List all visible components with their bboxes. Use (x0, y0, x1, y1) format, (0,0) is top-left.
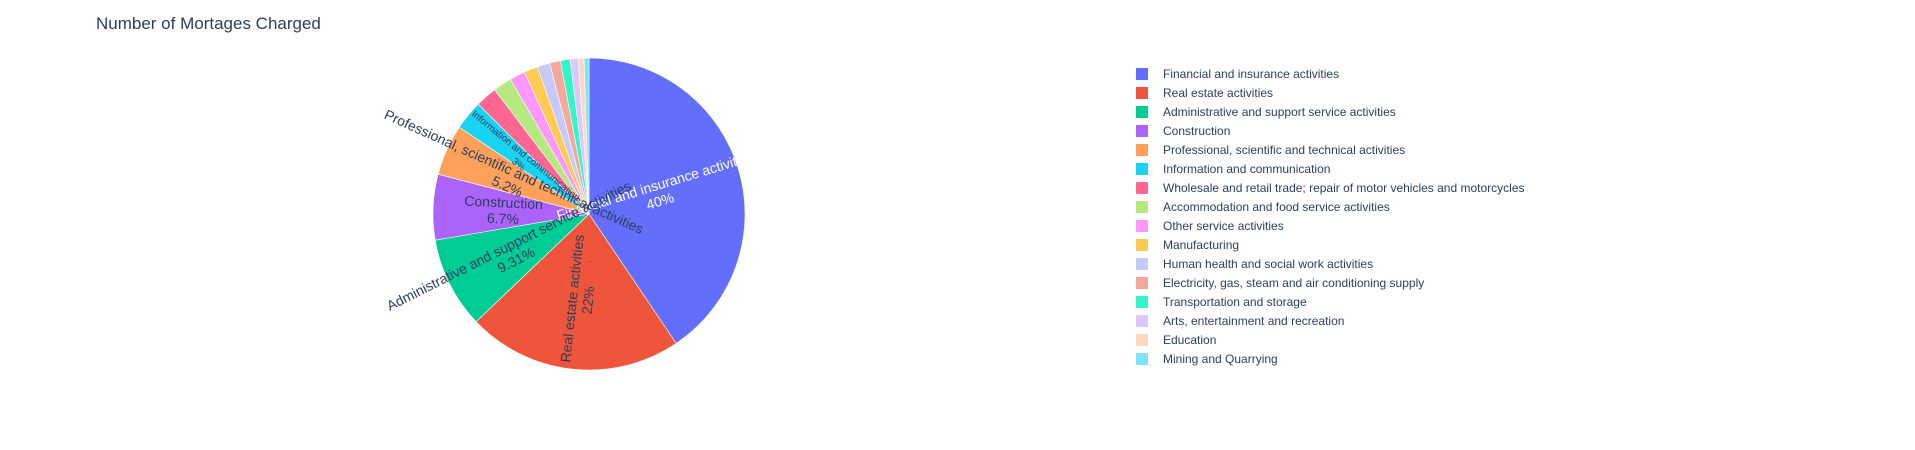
legend-label: Manufacturing (1163, 238, 1239, 252)
pie-slice-administrative-and-support-service-activities (434, 213, 590, 323)
legend-item-professional-scientific-and-technical-activities[interactable]: Professional, scientific and technical a… (1136, 143, 1405, 157)
legend-swatch (1136, 334, 1148, 346)
pie-slices (432, 57, 746, 371)
legend: Financial and insurance activities Real e… (1136, 67, 1525, 366)
legend-label: Electricity, gas, steam and air conditio… (1163, 276, 1424, 290)
legend-swatch (1136, 68, 1148, 80)
legend-label: Administrative and support service activ… (1163, 105, 1396, 119)
legend-label: Accommodation and food service activitie… (1163, 200, 1390, 214)
legend-swatch (1136, 144, 1148, 156)
legend-swatch (1136, 220, 1148, 232)
legend-label: Mining and Quarrying (1163, 352, 1278, 366)
legend-swatch (1136, 182, 1148, 194)
legend-swatch (1136, 106, 1148, 118)
legend-item-arts-entertainment-and-recreation[interactable]: Arts, entertainment and recreation (1136, 314, 1344, 328)
legend-swatch (1136, 87, 1148, 99)
legend-swatch (1136, 315, 1148, 327)
legend-item-construction[interactable]: Construction (1136, 124, 1230, 138)
legend-label: Other service activities (1163, 219, 1284, 233)
legend-label: Transportation and storage (1163, 295, 1307, 309)
legend-swatch (1136, 258, 1148, 270)
pie-slice-real-estate-activities (475, 213, 677, 371)
legend-item-manufacturing[interactable]: Manufacturing (1136, 238, 1239, 252)
legend-item-administrative-and-support-service-activities[interactable]: Administrative and support service activ… (1136, 105, 1396, 119)
legend-label: Wholesale and retail trade; repair of mo… (1163, 181, 1525, 195)
legend-item-information-and-communication[interactable]: Information and communication (1136, 162, 1330, 176)
legend-item-electricity-gas-steam-and-air-conditioning-supply[interactable]: Electricity, gas, steam and air conditio… (1136, 276, 1424, 290)
legend-swatch (1136, 201, 1148, 213)
chart-title: Number of Mortages Charged (96, 14, 321, 33)
legend-swatch (1136, 353, 1148, 365)
legend-label: Human health and social work activities (1163, 257, 1373, 271)
slice-label-construction: Construction6.7% (463, 193, 543, 229)
legend-item-other-service-activities[interactable]: Other service activities (1136, 219, 1284, 233)
legend-item-mining-and-quarrying[interactable]: Mining and Quarrying (1136, 352, 1278, 366)
legend-label: Real estate activities (1163, 86, 1273, 100)
legend-item-accommodation-and-food-service-activities[interactable]: Accommodation and food service activitie… (1136, 200, 1390, 214)
legend-swatch (1136, 125, 1148, 137)
legend-item-education[interactable]: Education (1136, 333, 1216, 347)
legend-label: Arts, entertainment and recreation (1163, 314, 1344, 328)
legend-item-wholesale-and-retail-trade-repair-of-motor-vehicles-and-motorcycles[interactable]: Wholesale and retail trade; repair of mo… (1136, 181, 1525, 195)
legend-item-human-health-and-social-work-activities[interactable]: Human health and social work activities (1136, 257, 1373, 271)
legend-swatch (1136, 277, 1148, 289)
pie-slice-financial-and-insurance-activities (588, 57, 746, 344)
legend-label: Professional, scientific and technical a… (1163, 143, 1405, 157)
legend-item-transportation-and-storage[interactable]: Transportation and storage (1136, 295, 1307, 309)
legend-swatch (1136, 296, 1148, 308)
pie-slice-mining-and-quarrying (583, 57, 590, 215)
legend-label: Financial and insurance activities (1163, 67, 1339, 81)
legend-swatch (1136, 239, 1148, 251)
legend-swatch (1136, 163, 1148, 175)
legend-item-real-estate-activities[interactable]: Real estate activities (1136, 86, 1273, 100)
legend-label: Construction (1163, 124, 1230, 138)
legend-item-financial-and-insurance-activities[interactable]: Financial and insurance activities (1136, 67, 1339, 81)
legend-label: Education (1163, 333, 1216, 347)
legend-label: Information and communication (1163, 162, 1330, 176)
